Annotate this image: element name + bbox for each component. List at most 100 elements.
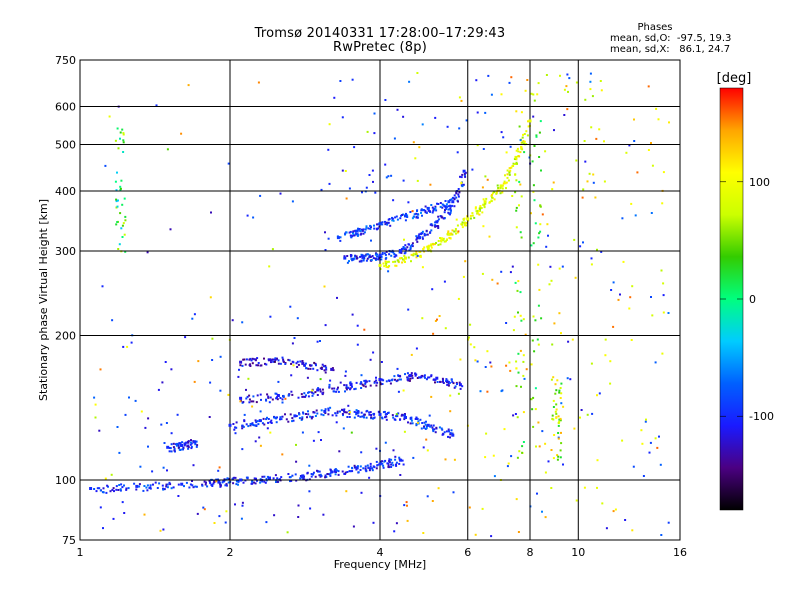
noise-dot — [449, 410, 452, 413]
noise-dot — [551, 343, 554, 346]
echo-dot — [270, 359, 273, 362]
noise-dot — [628, 307, 631, 310]
x-tick-label: 6 — [464, 546, 471, 559]
echo-dot — [410, 253, 413, 256]
noise-dot — [594, 196, 597, 199]
echo-dot — [415, 373, 418, 376]
noise-dot — [469, 343, 472, 346]
echo-dot — [473, 216, 476, 219]
echo-dot — [451, 229, 454, 232]
echo-dot — [281, 415, 284, 418]
echo-dot — [316, 394, 319, 396]
echo-dot — [369, 465, 372, 468]
echo-dot — [525, 130, 528, 133]
echo-dot — [517, 150, 520, 153]
column-dot — [515, 385, 518, 388]
column-dot — [537, 263, 540, 266]
echo-dot — [279, 418, 281, 421]
echo-dot — [305, 413, 307, 415]
noise-dot — [372, 351, 375, 354]
echo-dot — [392, 260, 395, 263]
noise-dot — [363, 231, 366, 234]
echo-dot — [438, 426, 441, 429]
noise-dot — [273, 514, 276, 517]
echo-dot — [434, 378, 437, 381]
noise-dot — [468, 506, 471, 509]
echo-dot — [297, 396, 300, 399]
echo-dot — [327, 413, 330, 416]
trace-point — [355, 466, 359, 470]
noise-dot — [563, 88, 566, 91]
noise-dot — [592, 181, 595, 184]
column-dot — [535, 445, 537, 448]
echo-dot — [188, 486, 191, 489]
echo-dot — [359, 469, 362, 471]
noise-dot — [226, 477, 229, 480]
echo-dot — [275, 481, 277, 483]
echo-dot — [288, 359, 291, 362]
echo-dot — [323, 369, 326, 372]
noise-dot — [336, 296, 338, 299]
column-dot — [558, 389, 561, 392]
noise-dot — [628, 144, 631, 147]
echo-dot — [165, 485, 168, 488]
echo-dot — [363, 257, 366, 260]
echo-dot — [307, 413, 310, 416]
echo-dot — [442, 204, 445, 207]
trace-point — [435, 376, 439, 380]
echo-dot — [406, 214, 409, 217]
echo-dot — [342, 414, 344, 417]
echo-dot — [254, 482, 257, 485]
echo-dot — [135, 488, 138, 491]
echo-dot — [354, 232, 357, 235]
trace-point — [514, 155, 518, 159]
echo-dot — [362, 232, 365, 235]
trace-point — [408, 374, 412, 378]
column-dot — [521, 451, 524, 454]
noise-dot — [412, 456, 415, 459]
echo-dot — [416, 377, 419, 379]
echo-dot — [455, 381, 458, 384]
noise-dot — [668, 121, 670, 124]
echo-dot — [450, 209, 452, 212]
echo-dot — [451, 233, 454, 236]
echo-dot — [305, 367, 308, 370]
echo-dot — [406, 372, 409, 375]
echo-dot — [320, 366, 323, 369]
echo-dot — [516, 162, 518, 165]
echo-dot — [424, 205, 427, 208]
echo-dot — [421, 422, 424, 424]
echo-dot — [353, 388, 356, 391]
echo-dot — [523, 133, 526, 135]
echo-dot — [435, 426, 438, 429]
echo-dot — [425, 229, 428, 232]
noise-dot — [312, 439, 315, 442]
noise-dot — [308, 490, 311, 493]
noise-dot — [224, 521, 227, 524]
noise-dot — [164, 361, 167, 363]
echo-dot — [423, 232, 426, 235]
column-dot — [558, 420, 561, 423]
echo-dot — [369, 384, 372, 387]
echo-dot — [327, 409, 330, 412]
echo-dot — [401, 261, 404, 264]
echo-dot — [242, 425, 245, 428]
echo-dot — [394, 260, 397, 263]
noise-dot — [640, 429, 643, 432]
echo-dot — [334, 412, 337, 415]
echo-dot — [195, 445, 198, 448]
echo-dot — [360, 260, 363, 263]
trace-point — [180, 482, 184, 486]
noise-dot — [579, 416, 581, 419]
noise-dot — [339, 80, 342, 82]
echo-dot — [179, 442, 182, 445]
echo-dot — [382, 262, 385, 265]
echo-dot — [363, 379, 366, 382]
echo-dot — [254, 359, 257, 362]
noise-dot — [647, 85, 650, 88]
noise-dot — [124, 413, 127, 416]
noise-dot — [567, 340, 570, 343]
noise-dot — [372, 180, 374, 183]
echo-dot — [219, 485, 222, 488]
echo-dot — [515, 161, 518, 164]
